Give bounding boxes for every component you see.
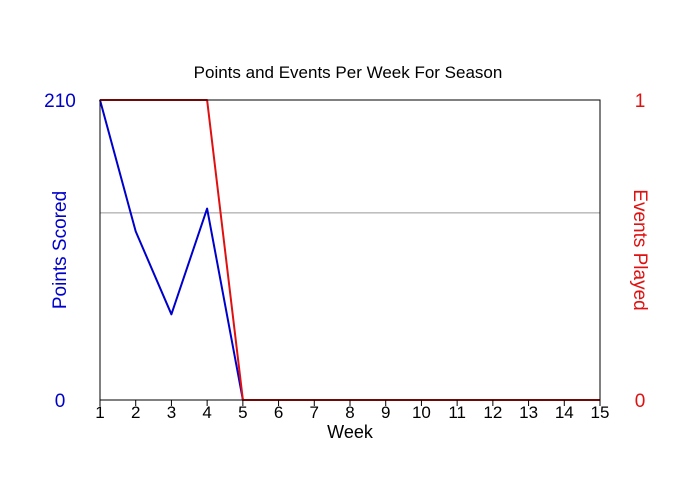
x-axis-label: Week [327, 422, 374, 442]
x-tick-label: 6 [274, 403, 283, 422]
chart-title: Points and Events Per Week For Season [194, 63, 503, 82]
x-tick-label: 15 [591, 403, 610, 422]
right-tick-bottom: 0 [635, 391, 646, 412]
left-tick-bottom: 0 [55, 391, 66, 412]
x-tick-label: 2 [131, 403, 140, 422]
x-axis-ticks: 1 2 3 4 5 6 7 8 9 10 11 12 13 14 15 [95, 400, 609, 422]
events-played-line [100, 99, 600, 401]
series-layer [99, 99, 600, 401]
x-tick-label: 14 [555, 403, 574, 422]
left-axis-label: Points Scored [50, 191, 71, 309]
right-tick-top: 1 [635, 91, 646, 112]
x-tick-label: 11 [448, 403, 466, 422]
x-tick-label: 3 [167, 403, 176, 422]
x-tick-label: 5 [238, 403, 247, 422]
x-tick-label: 1 [95, 403, 104, 422]
x-tick-label: 9 [381, 403, 390, 422]
x-tick-label: 7 [310, 403, 319, 422]
x-tick-label: 4 [202, 403, 211, 422]
x-tick-label: 12 [483, 403, 502, 422]
x-tick-label: 8 [345, 403, 354, 422]
x-tick-label: 10 [412, 403, 431, 422]
x-tick-label: 13 [519, 403, 538, 422]
points-scored-line [99, 99, 600, 401]
right-axis-label: Events Played [629, 189, 650, 310]
left-tick-top: 210 [44, 91, 76, 112]
plot-frame [99, 99, 601, 401]
